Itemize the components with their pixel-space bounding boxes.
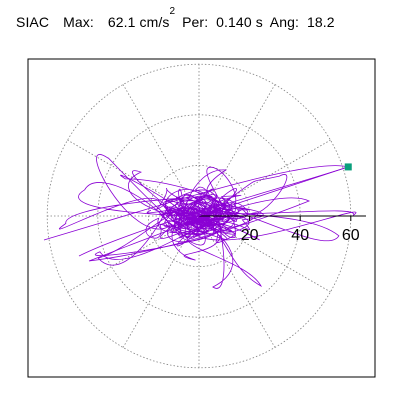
grid-spoke-150 bbox=[67, 139, 200, 217]
station-name: SIAC bbox=[16, 14, 50, 30]
radial-tick-label-40: 40 bbox=[291, 227, 309, 244]
plot-frame bbox=[27, 58, 376, 378]
grid-spoke-330 bbox=[198, 215, 331, 293]
grid-spoke-60 bbox=[198, 84, 276, 217]
per-label: Per: bbox=[182, 14, 209, 30]
grid-spoke-300 bbox=[198, 215, 276, 348]
radial-axis: 20 40 60 bbox=[199, 215, 366, 244]
per-value: 0.140 s bbox=[216, 14, 263, 30]
max-value: 62.1 bbox=[107, 14, 136, 30]
radial-tick-label-60: 60 bbox=[342, 227, 360, 244]
ang-label: Ang: bbox=[269, 14, 299, 30]
max-unit-exponent: 2 bbox=[169, 6, 176, 17]
ang-value: 18.2 bbox=[306, 14, 335, 30]
trace-loop-long-2 bbox=[88, 197, 310, 262]
max-line bbox=[198, 166, 349, 217]
chart-header: SIAC Max: 62.1 cm/s2 Per: 0.140 s Ang: 18.2 bbox=[16, 7, 335, 31]
max-marker-group bbox=[198, 163, 352, 217]
max-unit: cm/s bbox=[139, 14, 170, 30]
max-label: Max: bbox=[63, 14, 94, 30]
radial-tick-label-20: 20 bbox=[241, 227, 259, 244]
max-marker bbox=[344, 163, 352, 171]
trace-path bbox=[58, 154, 357, 289]
acceleration-trace bbox=[43, 154, 357, 289]
